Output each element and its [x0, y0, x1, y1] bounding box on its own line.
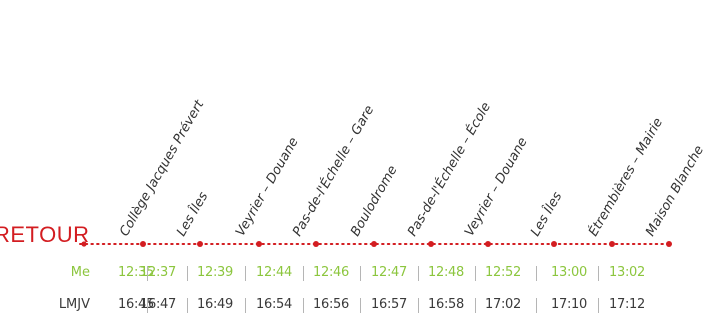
direction-label: RETOUR	[0, 222, 90, 247]
time-separator	[360, 266, 361, 281]
stop-dot	[428, 241, 434, 247]
time-cell: 13:02	[609, 265, 645, 280]
time-cell: 17:12	[609, 297, 645, 312]
time-cell: 16:56	[313, 297, 349, 312]
stop-dot	[256, 241, 262, 247]
stop-dot	[666, 241, 672, 247]
time-cell: 12:47	[371, 265, 407, 280]
row-label: LMJV	[58, 297, 90, 312]
time-cell: 16:49	[197, 297, 233, 312]
time-separator	[360, 298, 361, 313]
time-separator	[187, 298, 188, 313]
time-cell: 12:35	[118, 265, 154, 280]
time-separator	[598, 298, 599, 313]
time-cell: 16:45	[118, 297, 154, 312]
time-separator	[187, 266, 188, 281]
time-cell: 12:37	[140, 265, 176, 280]
time-separator	[536, 298, 537, 313]
stop-dot	[371, 241, 377, 247]
stop-dot	[313, 241, 319, 247]
time-cell: 12:52	[485, 265, 521, 280]
schedule-row-me: Me 12:35 12:37 12:39 12:44 12:46 12:47 1…	[0, 262, 717, 284]
stop-dot	[197, 241, 203, 247]
time-separator	[418, 298, 419, 313]
time-cell: 12:44	[256, 265, 292, 280]
time-cell: 12:48	[428, 265, 464, 280]
time-cell: 12:46	[313, 265, 349, 280]
row-label: Me	[70, 265, 90, 280]
time-cell: 12:39	[197, 265, 233, 280]
time-separator	[475, 298, 476, 313]
stop-dot	[551, 241, 557, 247]
time-separator	[245, 266, 246, 281]
time-separator	[303, 298, 304, 313]
time-separator	[303, 266, 304, 281]
stop-dot	[485, 241, 491, 247]
time-separator	[147, 266, 148, 281]
stop-dot	[609, 241, 615, 247]
time-separator	[598, 266, 599, 281]
time-separator	[536, 266, 537, 281]
stop-dot	[140, 241, 146, 247]
time-separator	[147, 298, 148, 313]
time-cell: 17:10	[551, 297, 587, 312]
schedule-row-lmjv: LMJV 16:45 16:47 16:49 16:54 16:56 16:57…	[0, 294, 717, 316]
time-separator	[245, 298, 246, 313]
time-cell: 16:54	[256, 297, 292, 312]
time-cell: 16:47	[140, 297, 176, 312]
time-cell: 17:02	[485, 297, 521, 312]
time-cell: 16:57	[371, 297, 407, 312]
time-separator	[475, 266, 476, 281]
time-separator	[418, 266, 419, 281]
time-cell: 16:58	[428, 297, 464, 312]
time-cell: 13:00	[551, 265, 587, 280]
stop-dot	[81, 241, 87, 247]
